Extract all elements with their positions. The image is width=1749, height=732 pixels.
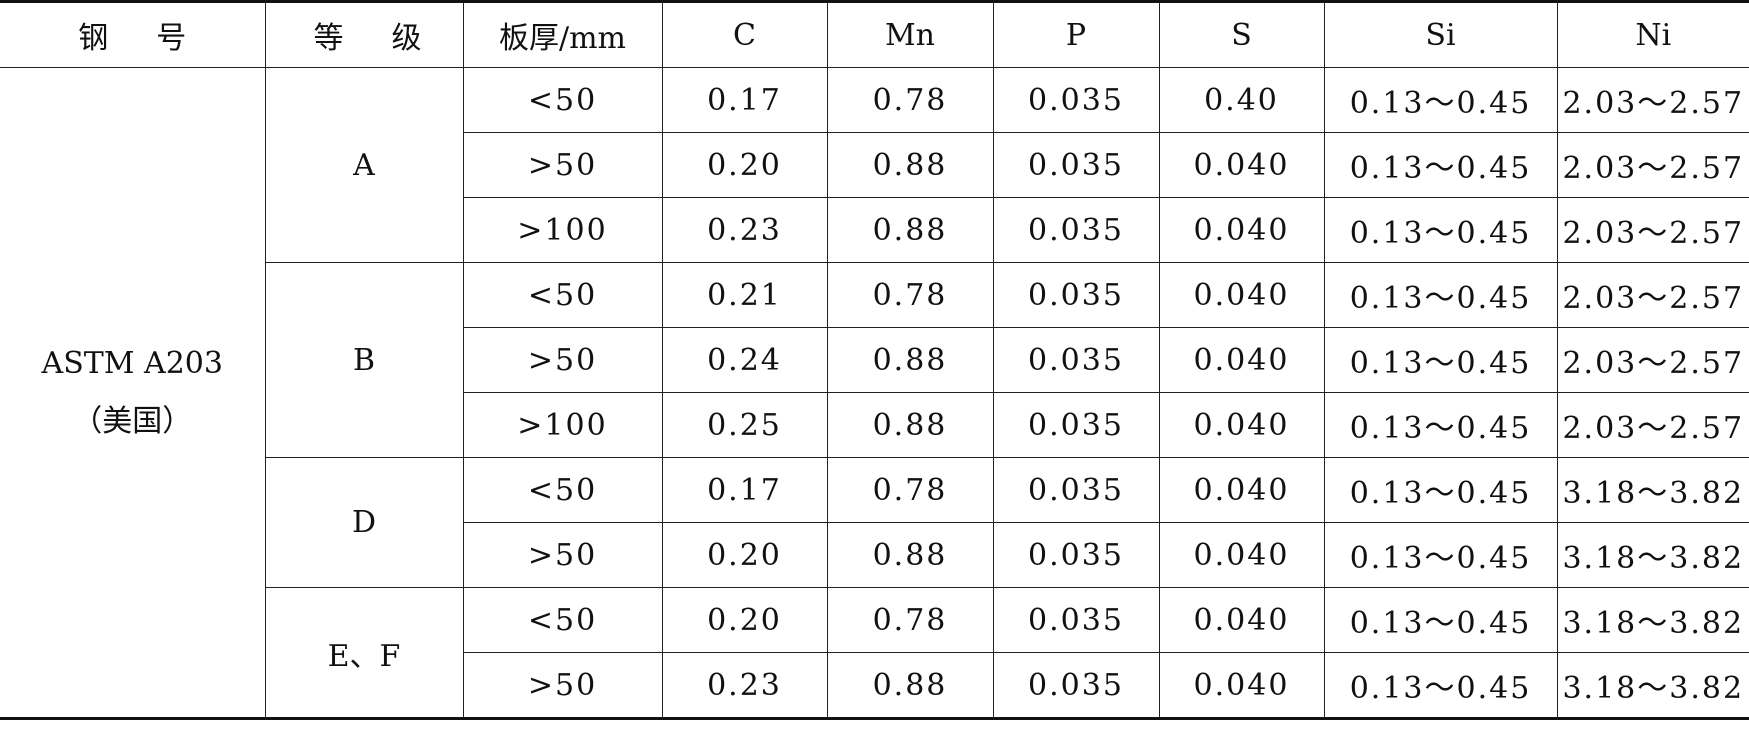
header-mn: Mn bbox=[826, 1, 994, 68]
si-cell: 0.13～0.45 bbox=[1323, 197, 1558, 263]
table-row: B <50 0.21 0.78 0.035 0.040 0.13～0.45 2.… bbox=[0, 262, 1749, 458]
table-row: E、F <50 0.20 0.78 0.035 0.040 0.13～0.45 … bbox=[0, 587, 1749, 719]
mn-cell: 0.88 bbox=[826, 197, 994, 263]
ni-cell: 2.03～2.57 bbox=[1556, 67, 1749, 133]
p-cell: 0.035 bbox=[992, 587, 1160, 653]
p-cell: 0.035 bbox=[992, 67, 1160, 133]
c-cell: 0.23 bbox=[661, 197, 828, 263]
mn-cell: 0.88 bbox=[826, 652, 994, 719]
si-cell: 0.13～0.45 bbox=[1323, 262, 1558, 328]
mn-cell: 0.78 bbox=[826, 457, 994, 523]
c-cell: 0.20 bbox=[661, 132, 828, 198]
thickness-cell: >100 bbox=[463, 197, 663, 263]
grade-cell: E、F bbox=[265, 587, 464, 719]
header-c: C bbox=[661, 1, 828, 68]
c-cell: 0.25 bbox=[661, 392, 828, 458]
header-ni: Ni bbox=[1556, 1, 1749, 68]
si-cell: 0.13～0.45 bbox=[1323, 587, 1558, 653]
si-cell: 0.13～0.45 bbox=[1323, 457, 1558, 523]
steel-country: （美国） bbox=[72, 403, 193, 439]
c-cell: 0.24 bbox=[661, 327, 828, 393]
si-cell: 0.13～0.45 bbox=[1323, 67, 1558, 133]
grade-cell: A bbox=[264, 67, 464, 263]
p-cell: 0.035 bbox=[992, 327, 1160, 393]
thickness-cell: >50 bbox=[463, 652, 663, 719]
s-cell: 0.040 bbox=[1158, 262, 1325, 328]
ni-cell: 3.18～3.82 bbox=[1556, 587, 1749, 653]
table-row: D <50 0.17 0.78 0.035 0.040 0.13～0.45 3.… bbox=[0, 457, 1749, 588]
thickness-cell: >100 bbox=[463, 392, 663, 458]
thickness-cell: >50 bbox=[463, 522, 663, 588]
si-cell: 0.13～0.45 bbox=[1323, 132, 1558, 198]
steel-number-cell: ASTM A203 （美国） bbox=[0, 67, 266, 719]
header-s: S bbox=[1158, 1, 1325, 68]
s-cell: 0.40 bbox=[1158, 67, 1325, 133]
p-cell: 0.035 bbox=[992, 457, 1160, 523]
mn-cell: 0.88 bbox=[826, 132, 994, 198]
si-cell: 0.13～0.45 bbox=[1323, 652, 1558, 719]
header-row: 钢号 等级 板厚/mm C Mn P S Si Ni bbox=[0, 1, 1749, 68]
table-row: >50 0.23 0.88 0.035 0.040 0.13～0.45 3.18… bbox=[0, 652, 1749, 719]
thickness-cell: <50 bbox=[462, 262, 663, 328]
ni-cell: 2.03～2.57 bbox=[1556, 262, 1749, 328]
p-cell: 0.035 bbox=[992, 132, 1160, 198]
mn-cell: 0.88 bbox=[826, 392, 994, 458]
s-cell: 0.040 bbox=[1158, 522, 1325, 588]
ni-cell: 3.18～3.82 bbox=[1556, 457, 1749, 523]
mn-cell: 0.78 bbox=[826, 262, 994, 328]
si-cell: 0.13～0.45 bbox=[1323, 392, 1558, 458]
table-row: >50 0.24 0.88 0.035 0.040 0.13～0.45 2.03… bbox=[0, 327, 1749, 393]
p-cell: 0.035 bbox=[992, 262, 1160, 328]
steel-number: ASTM A203 bbox=[41, 345, 223, 381]
p-cell: 0.035 bbox=[992, 522, 1160, 588]
s-cell: 0.040 bbox=[1158, 197, 1325, 263]
thickness-cell: >50 bbox=[463, 132, 663, 198]
s-cell: 0.040 bbox=[1158, 392, 1325, 458]
ni-cell: 2.03～2.57 bbox=[1556, 197, 1749, 263]
ni-cell: 2.03～2.57 bbox=[1556, 392, 1749, 458]
ni-cell: 3.18～3.82 bbox=[1556, 522, 1749, 588]
si-cell: 0.13～0.45 bbox=[1323, 522, 1558, 588]
header-p: P bbox=[992, 1, 1160, 68]
s-cell: 0.040 bbox=[1158, 132, 1325, 198]
ni-cell: 3.18～3.82 bbox=[1556, 652, 1749, 719]
ni-cell: 2.03～2.57 bbox=[1556, 327, 1749, 393]
s-cell: 0.040 bbox=[1158, 652, 1325, 719]
c-cell: 0.17 bbox=[661, 457, 828, 523]
header-thickness: 板厚/mm bbox=[462, 1, 663, 68]
table-row: ASTM A203 （美国） A <50 0.17 0.78 0.035 0.4… bbox=[0, 67, 1749, 719]
thickness-cell: <50 bbox=[462, 457, 663, 523]
header-grade: 等级 bbox=[264, 1, 464, 68]
thickness-cell: <50 bbox=[462, 67, 663, 133]
c-cell: 0.17 bbox=[661, 67, 828, 133]
thickness-cell: >50 bbox=[463, 327, 663, 393]
s-cell: 0.040 bbox=[1158, 587, 1325, 653]
grade-cell: D bbox=[265, 457, 464, 588]
s-cell: 0.040 bbox=[1158, 327, 1325, 393]
c-cell: 0.21 bbox=[661, 262, 828, 328]
table-row: >50 0.20 0.88 0.035 0.040 0.13～0.45 3.18… bbox=[0, 522, 1749, 588]
thickness-cell: <50 bbox=[462, 587, 663, 653]
si-cell: 0.13～0.45 bbox=[1323, 327, 1558, 393]
p-cell: 0.035 bbox=[992, 197, 1160, 263]
mn-cell: 0.88 bbox=[826, 327, 994, 393]
p-cell: 0.035 bbox=[992, 392, 1160, 458]
grade-cell: B bbox=[265, 262, 464, 458]
p-cell: 0.035 bbox=[992, 652, 1160, 719]
header-si: Si bbox=[1323, 1, 1558, 68]
mn-cell: 0.88 bbox=[826, 522, 994, 588]
mn-cell: 0.78 bbox=[826, 67, 994, 133]
ni-cell: 2.03～2.57 bbox=[1556, 132, 1749, 198]
c-cell: 0.20 bbox=[661, 587, 828, 653]
mn-cell: 0.78 bbox=[826, 587, 994, 653]
table-row: >50 0.20 0.88 0.035 0.040 0.13～0.45 2.03… bbox=[0, 132, 1749, 198]
s-cell: 0.040 bbox=[1158, 457, 1325, 523]
c-cell: 0.23 bbox=[661, 652, 828, 719]
header-steel-no: 钢号 bbox=[0, 1, 266, 68]
c-cell: 0.20 bbox=[661, 522, 828, 588]
